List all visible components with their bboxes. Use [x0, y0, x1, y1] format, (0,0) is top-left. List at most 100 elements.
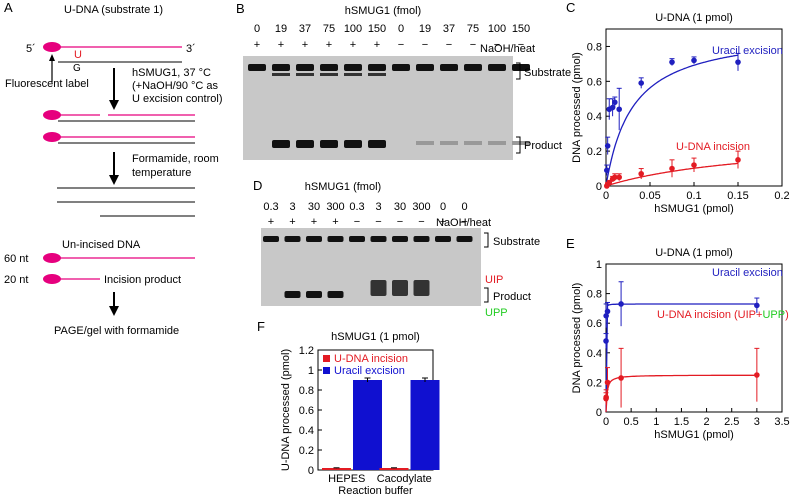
gel-d-lane-amount: 300 [326, 201, 344, 213]
gel-b-faint-product-band [488, 141, 506, 145]
x-axis-label: Reaction buffer [338, 485, 413, 494]
x-tick-label: 1 [653, 416, 659, 428]
x-tick-label: 0.2 [774, 190, 789, 202]
step1-arrowhead [109, 100, 119, 110]
chart-f: F hSMUG1 (1 pmol) 0 0.2 0.4 0.6 0.8 1 1.2 U-DNA … [257, 319, 440, 494]
gel-d-lane-amount: 30 [308, 201, 320, 213]
gel-b-substrate-band [320, 64, 338, 71]
panel-d: D hSMUG1 (fmol) 0.3+3+30+300+0.3−3−30−30… [253, 178, 540, 319]
gel-b-product-bracket [516, 136, 521, 154]
gel-d-substrate-band [349, 236, 365, 242]
gel-d-lane-sign: + [311, 216, 317, 228]
fit-curve [605, 54, 739, 187]
panel-d-title: hSMUG1 (fmol) [305, 181, 381, 193]
data-point [612, 174, 618, 181]
gel-b-substrate-band [464, 64, 482, 71]
data-point [604, 143, 611, 149]
panel-a-letter: A [4, 0, 13, 15]
data-point [609, 104, 616, 111]
data-point [691, 57, 697, 64]
fit-curve [605, 303, 757, 413]
y-tick-label: 1.2 [299, 345, 314, 357]
gel-b-lane-amount: 0 [398, 23, 404, 35]
gel-d-lane-sign: + [289, 216, 295, 228]
gel-b-lane-sign: + [302, 39, 308, 51]
panel-e-letter: E [566, 236, 575, 251]
gel-b-intermediate-band [296, 73, 314, 76]
gel-b-lane-amount: 0 [254, 23, 260, 35]
unincised-label-shape [43, 253, 61, 263]
gel-b-intermediate-band [320, 73, 338, 76]
bar [322, 468, 351, 470]
data-point [603, 394, 609, 401]
gel-b-substrate-band [368, 64, 386, 71]
gel-b-lane-sign: − [494, 39, 500, 51]
data-point [618, 375, 624, 381]
y-tick-label: 0.2 [587, 146, 602, 158]
gel-b-substrate-band [344, 64, 362, 71]
gel-d-bands [263, 236, 473, 298]
x-tick-label: 0.5 [623, 416, 638, 428]
gel-b-lane-amount: 37 [299, 23, 311, 35]
gel-d-substrate-bracket [484, 232, 489, 248]
data-point [638, 170, 644, 177]
label-arrowhead [49, 54, 55, 61]
gel-d-uip-band [370, 280, 387, 296]
gel-d-lane-sign: − [397, 216, 403, 228]
y-tick-label: 0.6 [299, 405, 314, 417]
gel-b-substrate-band [248, 64, 266, 71]
gel-d-uip-band [413, 280, 430, 296]
three-prime-label: 3´ [186, 43, 196, 55]
category-label: Cacodylate [377, 473, 432, 485]
gel-b-substrate-band [440, 64, 458, 71]
y-tick-label: 0.4 [587, 111, 602, 123]
y-axis-label: DNA processed (pmol) [571, 283, 583, 394]
gel-b-lane-amount: 19 [419, 23, 431, 35]
panel-d-naoh-label: NaOH/heat [436, 217, 491, 229]
gel-b-faint-product-band [464, 141, 482, 145]
bar [410, 380, 440, 470]
gel-b-product-band [320, 140, 338, 148]
gel-b-faint-product-band [440, 141, 458, 145]
step1-line1: hSMUG1, 37 °C [132, 67, 211, 79]
gel-b-product-band [368, 140, 386, 148]
bar [353, 380, 382, 470]
x-tick-label: 1.5 [674, 416, 689, 428]
gel-b-lane-amount: 75 [467, 23, 479, 35]
x-tick-label: 2 [704, 416, 710, 428]
x-axis-label: hSMUG1 (pmol) [654, 429, 733, 441]
y-tick-label: 0 [308, 465, 314, 477]
gel-d-substrate-band [263, 236, 279, 242]
y-tick-label: 0.6 [587, 318, 602, 330]
gel-b-lane-amount: 150 [512, 23, 530, 35]
gel-b-substrate-label: Substrate [524, 67, 571, 79]
panel-f-letter: F [257, 319, 265, 334]
fluorescent-label-shape [43, 42, 61, 52]
x-tick-label: 3 [754, 416, 760, 428]
gel-d-substrate-band [306, 236, 322, 242]
incision-product-label: Incision product [104, 274, 181, 286]
gel-b-product-band [296, 140, 314, 148]
gel-d-substrate-label: Substrate [493, 236, 540, 248]
panel-b-lane-labels: 0+19+37+75+100+150+0−19−37−75−100−150− [254, 23, 530, 51]
gel-d-substrate-band [370, 236, 387, 242]
data-point [606, 179, 613, 186]
legend-uracil-excision: Uracil excision [712, 267, 783, 279]
panel-d-letter: D [253, 178, 262, 193]
gel-b-lane-sign: + [374, 39, 380, 51]
gel-b-intermediate-band [368, 73, 386, 76]
base-g: G [73, 63, 81, 74]
fluor-label-text: Fluorescent label [5, 78, 89, 90]
legend-label: Uracil excision [334, 365, 405, 377]
data-point [754, 372, 760, 378]
y-axis-label: U-DNA processed (pmol) [280, 349, 292, 471]
step2-line2: temperature [132, 167, 191, 179]
category-label: HEPES [328, 473, 365, 485]
gel-b-lane-sign: − [518, 39, 524, 51]
panel-d-lane-labels: 0.3+3+30+300+0.3−3−30−300−0+0− [263, 201, 467, 228]
gel-d-uip-label: UIP [485, 274, 503, 286]
nt20-label: 20 nt [4, 274, 28, 286]
base-u: U [74, 49, 82, 61]
gel-b-lane-amount: 75 [323, 23, 335, 35]
